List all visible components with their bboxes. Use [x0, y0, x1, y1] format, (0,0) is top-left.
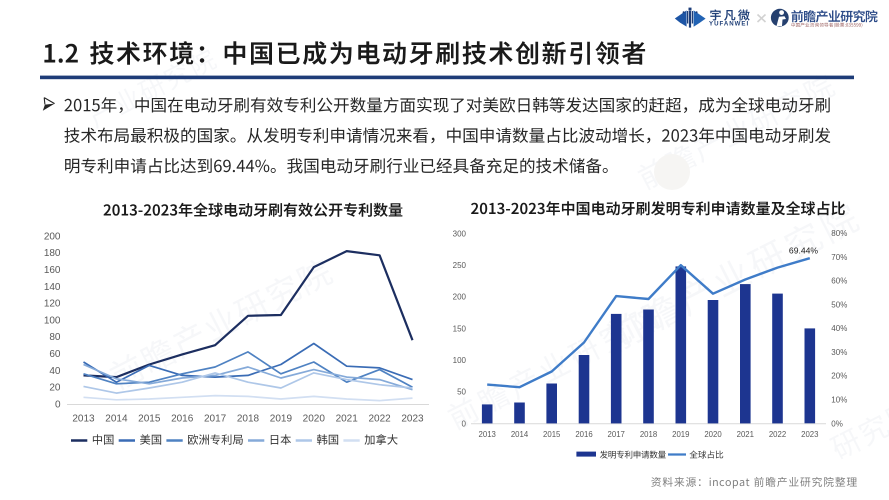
svg-text:100: 100: [453, 356, 467, 365]
svg-text:2020: 2020: [303, 413, 326, 424]
svg-text:2015: 2015: [138, 413, 161, 424]
svg-text:2023: 2023: [401, 413, 424, 424]
svg-text:2020: 2020: [704, 430, 722, 439]
svg-text:2013: 2013: [479, 430, 496, 439]
svg-text:40%: 40%: [831, 324, 847, 333]
svg-text:2022: 2022: [769, 430, 786, 439]
svg-text:30%: 30%: [831, 348, 847, 357]
svg-text:2019: 2019: [270, 413, 293, 424]
svg-text:0: 0: [462, 419, 467, 428]
svg-text:2017: 2017: [204, 413, 227, 424]
svg-text:2013: 2013: [72, 413, 95, 424]
svg-text:2021: 2021: [737, 430, 754, 439]
svg-text:100: 100: [44, 315, 61, 326]
svg-text:2014: 2014: [511, 430, 529, 439]
svg-text:200: 200: [453, 293, 467, 302]
svg-text:150: 150: [453, 324, 467, 333]
svg-text:70%: 70%: [831, 253, 847, 262]
svg-text:50%: 50%: [831, 300, 847, 309]
svg-text:120: 120: [44, 299, 61, 310]
svg-text:2023: 2023: [801, 430, 818, 439]
svg-text:250: 250: [453, 261, 467, 270]
svg-text:2021: 2021: [336, 413, 359, 424]
svg-text:60%: 60%: [831, 277, 847, 286]
svg-text:50: 50: [457, 388, 466, 397]
svg-text:10%: 10%: [831, 396, 847, 405]
svg-text:2018: 2018: [640, 430, 657, 439]
svg-text:200: 200: [44, 231, 61, 242]
svg-text:140: 140: [44, 282, 61, 293]
svg-text:0: 0: [55, 399, 61, 410]
svg-text:2022: 2022: [368, 413, 391, 424]
svg-text:60: 60: [49, 349, 61, 360]
svg-text:180: 180: [44, 248, 61, 259]
svg-text:2015: 2015: [543, 430, 561, 439]
svg-text:2016: 2016: [171, 413, 194, 424]
svg-text:YUFANWEI: YUFANWEI: [709, 21, 749, 28]
svg-text:20%: 20%: [831, 372, 847, 381]
svg-text:0%: 0%: [831, 419, 843, 428]
svg-text:2017: 2017: [608, 430, 625, 439]
svg-text:2014: 2014: [105, 413, 128, 424]
svg-text:300: 300: [453, 229, 467, 238]
svg-text:2019: 2019: [672, 430, 689, 439]
svg-text:40: 40: [49, 366, 61, 377]
svg-text:80%: 80%: [831, 229, 847, 238]
svg-text:69.44%: 69.44%: [789, 246, 819, 256]
svg-text:2018: 2018: [237, 413, 260, 424]
svg-text:160: 160: [44, 265, 61, 276]
svg-text:20: 20: [49, 383, 61, 394]
svg-text:80: 80: [49, 332, 61, 343]
svg-text:2016: 2016: [575, 430, 592, 439]
